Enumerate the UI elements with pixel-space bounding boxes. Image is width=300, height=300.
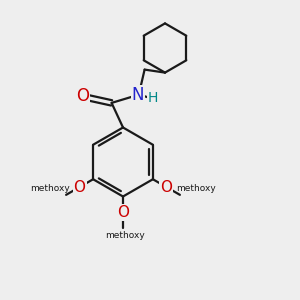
Text: O: O — [117, 205, 129, 220]
Text: methoxy: methoxy — [105, 231, 145, 240]
Text: O: O — [76, 87, 89, 105]
Text: O: O — [74, 179, 86, 195]
Text: N: N — [132, 86, 144, 104]
Text: O: O — [160, 179, 172, 195]
Text: H: H — [148, 91, 158, 105]
Text: methoxy: methoxy — [176, 184, 216, 193]
Text: methoxy: methoxy — [30, 184, 70, 193]
